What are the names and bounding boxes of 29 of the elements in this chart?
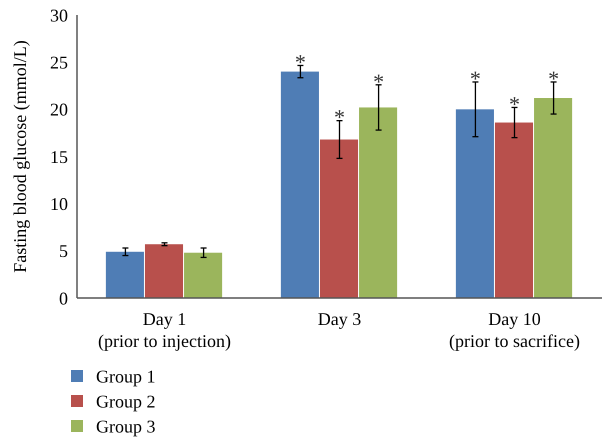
x-tick-label: Day 3 <box>318 309 362 329</box>
bar <box>106 252 144 298</box>
y-tick-label: 30 <box>50 5 68 26</box>
data-label: * <box>334 104 345 130</box>
data-label: * <box>509 91 520 116</box>
legend-label: Group 3 <box>96 416 156 436</box>
y-tick-label: 25 <box>50 52 68 72</box>
y-tick-label: 15 <box>50 146 68 167</box>
data-label: * <box>294 49 306 74</box>
bar <box>144 244 184 298</box>
y-tick-label: 20 <box>50 100 68 120</box>
data-label: * <box>470 66 481 91</box>
bar <box>359 107 398 298</box>
bar <box>280 72 319 298</box>
bar <box>456 109 494 298</box>
x-tick-label: Day 1 (prior to injection) <box>98 309 231 351</box>
bar <box>494 122 534 298</box>
y-tick-label: 5 <box>59 241 68 262</box>
data-label: * <box>373 68 384 94</box>
data-label: * <box>548 66 560 91</box>
y-axis-title: Fasting blood glucose (mmol/L) <box>10 40 30 273</box>
x-tick-label: Day 10 (prior to sacrifice) <box>449 309 580 351</box>
bar <box>320 140 358 298</box>
bar <box>184 252 222 298</box>
legend-label: Group 2 <box>96 391 156 412</box>
y-tick-label: 10 <box>50 194 68 214</box>
bar <box>534 98 572 298</box>
legend-label: Group 1 <box>96 366 156 386</box>
y-tick-label: 0 <box>59 288 68 308</box>
